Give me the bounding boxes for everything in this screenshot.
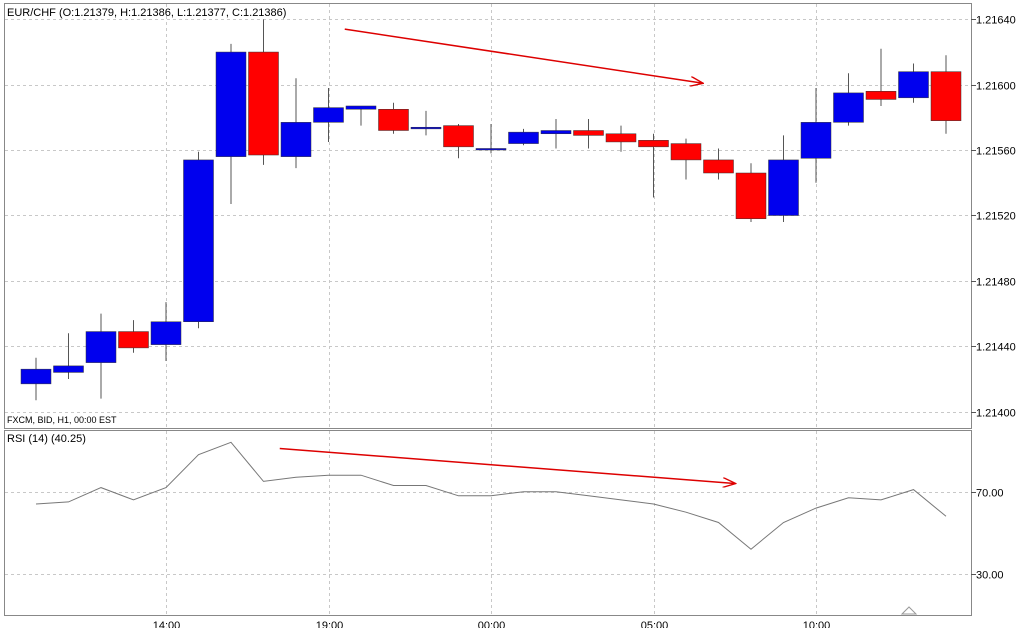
price-tick-label: 1.21440 — [976, 342, 1016, 354]
candle-body — [313, 107, 344, 123]
x-tick-label: 19:00 — [316, 620, 344, 628]
price-tick-label: 1.21640 — [976, 15, 1016, 27]
candle — [540, 119, 572, 149]
candle — [638, 133, 669, 198]
rsi-tick-label: 30.00 — [976, 570, 1004, 582]
candle — [670, 138, 702, 180]
candle-body — [410, 126, 442, 130]
price-trend-arrow — [344, 28, 703, 83]
candle-body — [670, 143, 702, 161]
candle-body — [573, 130, 604, 136]
candle — [865, 48, 897, 106]
candle — [118, 320, 149, 353]
candle — [508, 128, 539, 146]
candle-body — [215, 51, 247, 157]
candle — [443, 123, 474, 159]
price-tick-label: 1.21480 — [976, 277, 1016, 289]
candle-body — [443, 125, 474, 148]
candle-body — [118, 331, 149, 349]
candle — [573, 119, 604, 149]
scroll-marker-icon[interactable] — [900, 606, 918, 615]
candle-body — [605, 133, 637, 143]
price-tick-label: 1.21520 — [976, 211, 1016, 223]
candle — [378, 102, 409, 134]
candle-body — [540, 130, 572, 135]
candle-body — [280, 122, 312, 157]
candle — [833, 73, 864, 126]
candle — [605, 125, 637, 152]
candle-body — [150, 321, 182, 345]
candle-body — [865, 91, 897, 100]
candle — [345, 105, 377, 126]
source-label: FXCM, BID, H1, 00:00 EST — [7, 415, 117, 425]
candle — [20, 357, 52, 401]
candle-body — [768, 159, 799, 216]
rsi-trend-arrow — [279, 447, 735, 484]
price-tick-label: 1.21560 — [976, 146, 1016, 158]
candle — [703, 148, 734, 180]
price-tick-label: 1.21400 — [976, 408, 1016, 420]
candle — [150, 302, 182, 361]
candle — [215, 43, 247, 205]
rsi-panel-title: RSI (14) (40.25) — [7, 433, 86, 445]
candle-body — [248, 51, 279, 156]
candle — [930, 55, 962, 134]
candle — [410, 110, 442, 136]
candle-body — [475, 148, 507, 151]
candle — [768, 135, 799, 223]
candle — [898, 63, 929, 103]
candle-body — [85, 331, 117, 363]
candle-body — [930, 71, 962, 121]
candle — [85, 313, 117, 399]
candle — [735, 163, 767, 223]
candle — [183, 151, 214, 329]
candle-body — [345, 105, 377, 110]
candle-body — [735, 172, 767, 220]
rsi-tick-label: 70.00 — [976, 488, 1004, 500]
x-tick-label: 00:00 — [478, 620, 506, 628]
candle — [248, 19, 279, 165]
x-tick-label: 05:00 — [641, 620, 669, 628]
rsi-line — [35, 441, 947, 550]
candle — [280, 78, 312, 169]
candle-body — [833, 92, 864, 123]
candle-body — [638, 140, 669, 148]
candle-body — [800, 122, 832, 159]
x-tick-label: 14:00 — [153, 620, 181, 628]
candle-body — [53, 365, 84, 373]
price-panel-title: EUR/CHF (O:1.21379, H:1.21386, L:1.21377… — [7, 7, 286, 19]
candle-body — [183, 159, 214, 322]
price-tick-label: 1.21600 — [976, 81, 1016, 93]
candle-body — [20, 368, 52, 385]
candle — [53, 333, 84, 379]
candle-body — [898, 71, 929, 99]
x-tick-label: 10:00 — [803, 620, 831, 628]
candle-body — [508, 131, 539, 144]
candle-body — [703, 159, 734, 174]
candle-body — [378, 109, 409, 131]
rsi-panel — [4, 430, 972, 616]
candle — [800, 88, 832, 183]
candle — [475, 123, 507, 154]
candle — [313, 88, 344, 142]
